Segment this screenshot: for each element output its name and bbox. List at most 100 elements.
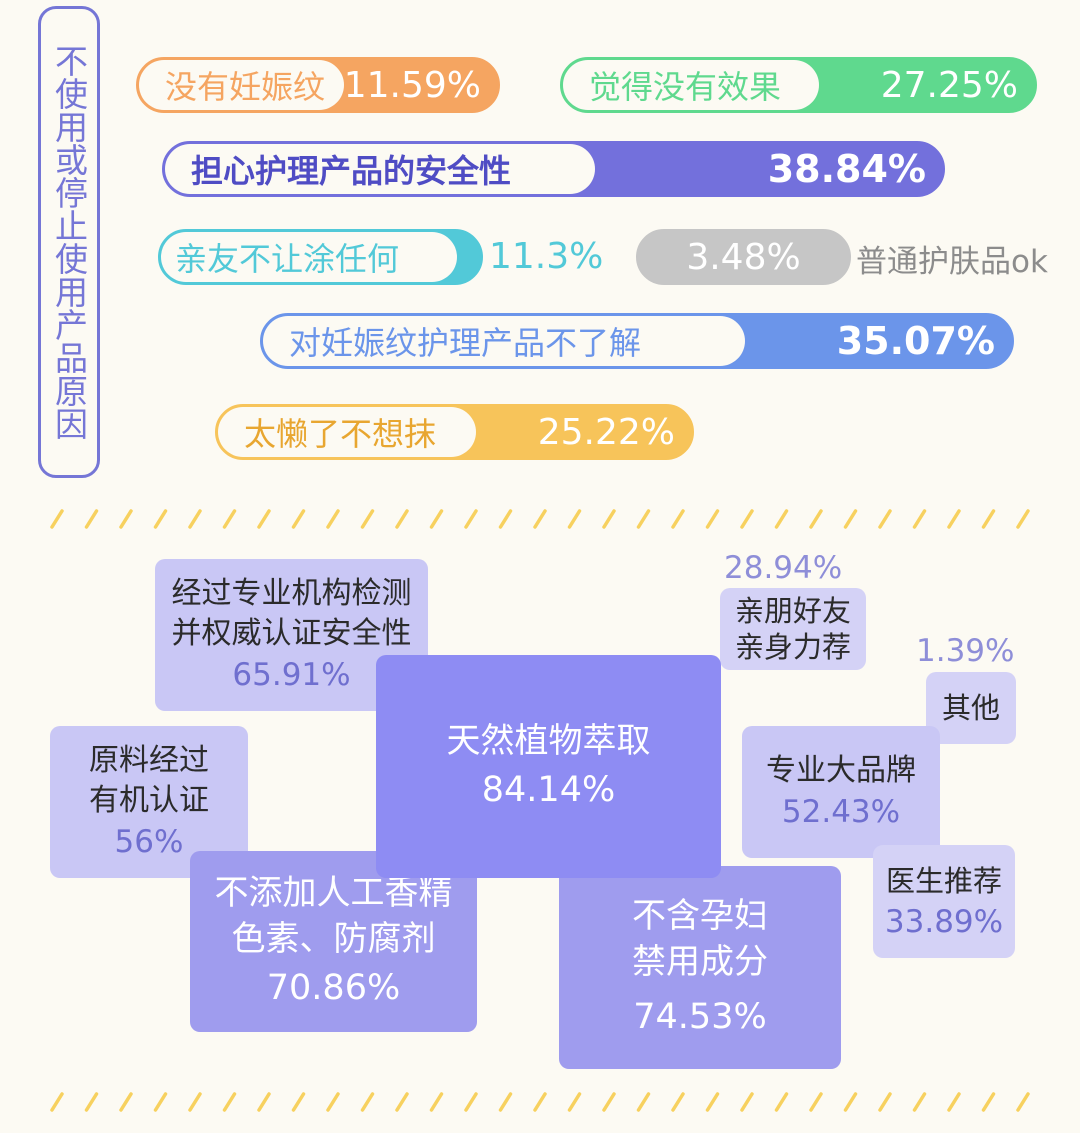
reason-value: 3.48% <box>686 236 801 278</box>
reason-pill-regular-skincare: 3.48% <box>636 229 851 285</box>
factor-box-no-additives: 不添加人工香精 色素、防腐剂 70.86% <box>190 851 477 1032</box>
stripe-mark <box>360 509 375 529</box>
factor-box-plant-extract: 天然植物萃取 84.14% <box>376 655 721 878</box>
factor-value: 70.86% <box>266 967 401 1008</box>
factor-value-other: 1.39% <box>916 633 1015 669</box>
stripe-mark <box>878 1092 892 1112</box>
reason-label: 觉得没有效果 <box>563 60 819 110</box>
reason-label: 担心护理产品的安全性 <box>165 144 595 194</box>
factor-box-certified-safety: 经过专业机构检测 并权威认证安全性 65.91% <box>155 559 428 711</box>
reason-pill-family-objection: 亲友不让涂任何 <box>158 229 483 285</box>
stripe-mark <box>188 1092 202 1112</box>
reason-label: 对妊娠纹护理产品不了解 <box>263 316 745 366</box>
factor-label: 经过专业机构检测 并权威认证安全性 <box>171 576 412 651</box>
stripe-mark <box>326 509 340 529</box>
factor-value: 33.89% <box>884 903 1004 940</box>
stripe-mark <box>464 509 478 529</box>
stripe-mark <box>119 1092 133 1112</box>
stripe-mark <box>291 509 306 529</box>
stripe-mark <box>84 1092 99 1112</box>
factor-value: 52.43% <box>781 794 901 830</box>
stripe-mark <box>636 509 651 529</box>
stripe-mark <box>84 509 99 529</box>
stripe-mark <box>360 1092 375 1112</box>
stripe-mark <box>705 509 720 529</box>
factor-box-no-banned-ingredients: 不含孕妇 禁用成分 74.53% <box>559 866 841 1069</box>
stripe-mark <box>705 1092 720 1112</box>
stripe-mark <box>326 1092 340 1112</box>
factor-label: 专业大品牌 <box>766 753 916 788</box>
reason-label: 亲友不让涂任何 <box>161 232 457 282</box>
factor-label: 天然植物萃取 <box>446 720 651 761</box>
stripe-mark <box>153 509 168 529</box>
reason-pill-too-lazy: 太懒了不想抹 25.22% <box>215 404 694 460</box>
stripe-mark <box>843 1092 858 1112</box>
stripe-mark <box>740 1092 754 1112</box>
factor-label: 医生推荐 <box>885 863 1002 898</box>
factor-value: 56% <box>114 824 184 860</box>
chart-title: 不使用或停止使用产品原因 <box>38 6 100 478</box>
stripe-mark <box>498 509 513 529</box>
stripe-mark <box>671 509 685 529</box>
reason-label: 没有妊娠纹 <box>139 60 344 110</box>
stripe-mark <box>843 509 858 529</box>
stripe-mark <box>188 509 202 529</box>
stripe-mark <box>257 1092 271 1112</box>
stripe-mark <box>291 1092 306 1112</box>
stripe-mark <box>429 1092 444 1112</box>
stripe-mark <box>602 509 616 529</box>
stripe-mark <box>740 509 754 529</box>
reason-value: 27.25% <box>880 64 1018 106</box>
reason-value-family-objection: 11.3% <box>489 236 604 277</box>
reason-label: 太懒了不想抹 <box>218 407 476 457</box>
factor-value: 65.91% <box>232 657 351 693</box>
stripe-mark <box>533 1092 547 1112</box>
stripe-mark <box>912 1092 927 1112</box>
stripe-mark <box>429 509 444 529</box>
factor-value: 74.53% <box>633 996 767 1037</box>
stripe-mark <box>567 509 582 529</box>
stripe-mark <box>671 1092 685 1112</box>
stripe-mark <box>567 1092 582 1112</box>
factor-box-friends-recommend: 亲朋好友 亲身力荐 <box>720 588 866 670</box>
stripe-mark <box>257 509 271 529</box>
stripe-mark <box>981 509 996 529</box>
factor-label: 原料经过 有机认证 <box>89 743 209 818</box>
stripe-mark <box>981 1092 996 1112</box>
stripe-mark <box>947 509 961 529</box>
stripe-mark <box>464 1092 478 1112</box>
factor-label: 其他 <box>941 691 1000 725</box>
factor-box-big-brand: 专业大品牌 52.43% <box>742 726 940 858</box>
stripe-mark <box>636 1092 651 1112</box>
stripe-mark <box>774 509 789 529</box>
stripe-mark <box>395 509 409 529</box>
stripe-mark <box>395 1092 409 1112</box>
factor-value: 84.14% <box>481 769 616 810</box>
factor-value-friends-recommend: 28.94% <box>724 550 843 586</box>
reason-pill-no-effect: 觉得没有效果 27.25% <box>560 57 1037 113</box>
stripe-mark <box>119 509 133 529</box>
reason-value: 11.59% <box>343 64 481 106</box>
factor-label: 亲朋好友 亲身力荐 <box>734 594 851 664</box>
stripe-mark <box>809 509 823 529</box>
divider-stripes-top <box>50 509 1030 529</box>
stripe-mark <box>533 509 547 529</box>
factor-label: 不含孕妇 禁用成分 <box>632 895 768 982</box>
stripe-mark <box>50 1092 64 1112</box>
reason-pill-safety-concern: 担心护理产品的安全性 38.84% <box>162 141 945 197</box>
reason-label-regular-skincare: 普通护肤品ok <box>856 244 1048 280</box>
reason-value: 35.07% <box>836 319 995 363</box>
stripe-mark <box>809 1092 823 1112</box>
reason-pill-not-understand: 对妊娠纹护理产品不了解 35.07% <box>260 313 1014 369</box>
stripe-mark <box>947 1092 961 1112</box>
stripe-mark <box>878 509 892 529</box>
stripe-mark <box>774 1092 789 1112</box>
reason-value: 25.22% <box>537 411 675 453</box>
reason-value: 38.84% <box>767 147 926 191</box>
stripe-mark <box>50 509 64 529</box>
factor-box-other: 其他 <box>926 672 1016 744</box>
stripe-mark <box>498 1092 513 1112</box>
stripe-mark <box>1016 509 1030 529</box>
factor-label: 不添加人工香精 色素、防腐剂 <box>214 872 453 959</box>
stripe-mark <box>153 1092 168 1112</box>
